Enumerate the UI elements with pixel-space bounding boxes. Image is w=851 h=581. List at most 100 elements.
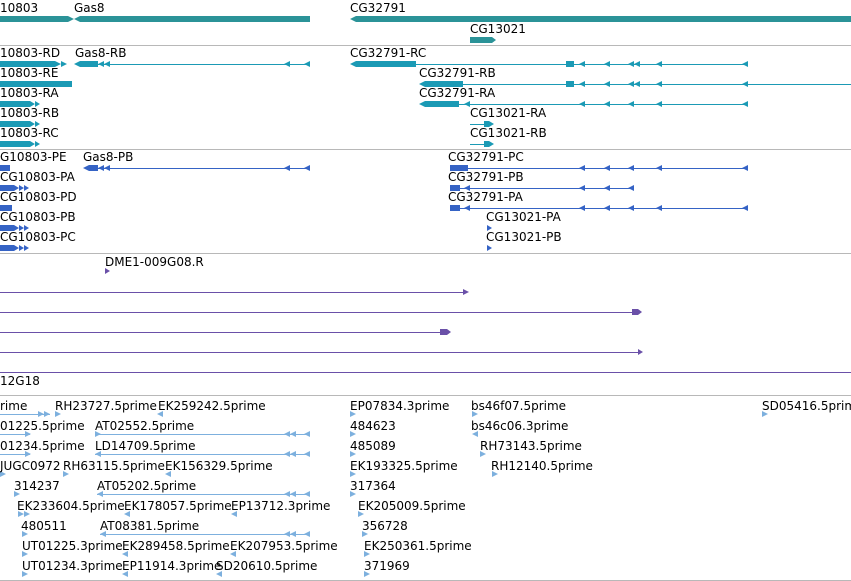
transcript-label-cg32791-rb[interactable]: CG32791-RB <box>419 66 496 80</box>
est-feature-row-7[interactable] <box>22 531 368 537</box>
gene-label-cg32791[interactable]: CG32791 <box>350 1 406 15</box>
transcript-label-gas8-rb[interactable]: Gas8-RB <box>75 46 127 60</box>
gene-label-10803[interactable]: 10803 <box>0 1 39 15</box>
transcript-label-10803-ra[interactable]: 10803-RA <box>0 86 59 100</box>
transcript-label-g10803-pe[interactable]: G10803-PE <box>0 150 67 164</box>
est-label[interactable]: RH12140.5prime <box>491 459 593 473</box>
est-label[interactable]: 01225.5prime <box>0 419 85 433</box>
transcript-label-cg13021-pa[interactable]: CG13021-PA <box>486 210 561 224</box>
est-label[interactable]: RH73143.5prime <box>480 439 582 453</box>
transcript-10803-re[interactable] <box>0 81 72 87</box>
transcript-label-10803-rd[interactable]: 10803-RD <box>0 46 61 60</box>
est-label[interactable]: 314237 <box>14 479 60 493</box>
gene-feature-gas8[interactable] <box>74 16 310 22</box>
transcript-label-10803-rc[interactable]: 10803-RC <box>0 126 59 140</box>
est-label[interactable]: JUGC0972 <box>0 459 61 473</box>
est-label[interactable]: SD05416.5prime <box>762 399 851 413</box>
est-label[interactable]: EP07834.3prime <box>350 399 450 413</box>
transcript-label-cg10803-pc[interactable]: CG10803-PC <box>0 230 76 244</box>
transcript-label-cg32791-pa[interactable]: CG32791-PA <box>448 190 523 204</box>
transcript-cg13021-pb[interactable] <box>487 245 492 251</box>
est-label[interactable]: RH63115.5prime <box>63 459 165 473</box>
gene-label-cg13021[interactable]: CG13021 <box>470 22 526 36</box>
transcript-label-gas8-pb[interactable]: Gas8-PB <box>83 150 134 164</box>
est-feature-row-1[interactable] <box>0 411 768 417</box>
est-label[interactable]: 484623 <box>350 419 396 433</box>
est-label[interactable]: EK259242.5prime <box>158 399 266 413</box>
est-label[interactable]: bs46f07.5prime <box>471 399 567 413</box>
est-feature-row-4[interactable] <box>0 471 498 477</box>
est-label[interactable]: 371969 <box>364 559 410 573</box>
clone-label-12g18[interactable]: 12G18 <box>0 374 40 388</box>
cdna-alignment-3[interactable] <box>0 329 451 335</box>
est-label[interactable]: UT01225.3prime <box>22 539 123 553</box>
est-label[interactable]: 485089 <box>350 439 396 453</box>
est-label[interactable]: 317364 <box>350 479 396 493</box>
transcript-cg32791-pa[interactable] <box>450 205 748 211</box>
gene-feature-cg32791[interactable] <box>350 16 851 22</box>
transcript-cg10803-pd[interactable] <box>0 205 12 211</box>
est-label[interactable]: EK233604.5prime <box>17 499 125 513</box>
est-label[interactable]: EK289458.5prime <box>122 539 230 553</box>
transcript-label-10803-rb[interactable]: 10803-RB <box>0 106 60 120</box>
transcript-10803-rc[interactable] <box>0 141 40 147</box>
transcript-cg32791-rc[interactable] <box>350 61 748 67</box>
est-label[interactable]: EP13712.3prime <box>231 499 331 513</box>
est-feature-row-2[interactable] <box>0 431 478 437</box>
transcript-gas8-rb[interactable] <box>74 61 310 67</box>
est-label[interactable]: SD20610.5prime <box>216 559 318 573</box>
transcript-label-cg10803-pa[interactable]: CG10803-PA <box>0 170 75 184</box>
transcript-10803-rb[interactable] <box>0 121 40 127</box>
cdna-alignment-2[interactable] <box>0 309 642 315</box>
est-label[interactable]: AT05202.5prime <box>97 479 197 493</box>
transcript-cg10803-pa[interactable] <box>0 185 29 191</box>
transcript-cg32791-pc[interactable] <box>450 165 748 171</box>
est-label[interactable]: 356728 <box>362 519 408 533</box>
est-feature-row-5[interactable] <box>14 491 356 497</box>
est-label[interactable]: EK193325.5prime <box>350 459 458 473</box>
transcript-cg32791-ra[interactable] <box>419 101 748 107</box>
cdna-alignment-4[interactable] <box>0 349 643 355</box>
transcript-label-cg32791-pb[interactable]: CG32791-PB <box>448 170 524 184</box>
transcript-cg10803-pc[interactable] <box>0 245 29 251</box>
est-label[interactable]: EK250361.5prime <box>364 539 472 553</box>
est-feature-row-3[interactable] <box>0 451 486 457</box>
transcript-label-10803-re[interactable]: 10803-RE <box>0 66 59 80</box>
gene-label-gas8[interactable]: Gas8 <box>74 1 105 15</box>
transcript-cg32791-rb[interactable] <box>419 81 851 87</box>
transcript-label-cg10803-pb[interactable]: CG10803-PB <box>0 210 76 224</box>
transcript-10803-ra[interactable] <box>0 101 40 107</box>
est-label[interactable]: 480511 <box>21 519 67 533</box>
est-label[interactable]: RH23727.5prime <box>55 399 157 413</box>
transcript-g10803-pe[interactable] <box>0 165 10 171</box>
gene-feature-10803[interactable] <box>0 16 74 22</box>
est-feature-row-6[interactable] <box>18 511 364 517</box>
est-label[interactable]: EP11914.3prime <box>122 559 222 573</box>
transcript-label-cg13021-ra[interactable]: CG13021-RA <box>470 106 547 120</box>
est-label[interactable]: EK205009.5prime <box>358 499 466 513</box>
est-label[interactable]: AT02552.5prime <box>95 419 195 433</box>
est-label[interactable]: 01234.5prime <box>0 439 85 453</box>
est-label[interactable]: EK207953.5prime <box>230 539 338 553</box>
est-label[interactable]: LD14709.5prime <box>95 439 196 453</box>
cdna-dme1-009g08-r[interactable] <box>105 268 110 274</box>
cdna-label-dme1-009g08-r[interactable]: DME1-009G08.R <box>105 255 204 269</box>
transcript-cg13021-ra[interactable] <box>470 121 494 127</box>
transcript-cg13021-rb[interactable] <box>470 141 494 147</box>
transcript-cg32791-pb[interactable] <box>450 185 634 191</box>
transcript-label-cg32791-pc[interactable]: CG32791-PC <box>448 150 524 164</box>
transcript-gas8-pb[interactable] <box>83 165 310 171</box>
est-label[interactable]: bs46c06.3prime <box>471 419 569 433</box>
transcript-label-cg10803-pd[interactable]: CG10803-PD <box>0 190 77 204</box>
transcript-label-cg32791-rc[interactable]: CG32791-RC <box>350 46 427 60</box>
transcript-label-cg32791-ra[interactable]: CG32791-RA <box>419 86 496 100</box>
est-label[interactable]: AT08381.5prime <box>100 519 200 533</box>
transcript-label-cg13021-rb[interactable]: CG13021-RB <box>470 126 547 140</box>
cdna-alignment-1[interactable] <box>0 289 469 295</box>
transcript-cg10803-pb[interactable] <box>0 225 29 231</box>
est-label[interactable]: EK178057.5prime <box>124 499 232 513</box>
est-label[interactable]: UT01234.3prime <box>22 559 123 573</box>
transcript-10803-rd[interactable] <box>0 61 67 67</box>
transcript-label-cg13021-pb[interactable]: CG13021-PB <box>486 230 562 244</box>
est-feature-row-9[interactable] <box>22 571 370 577</box>
